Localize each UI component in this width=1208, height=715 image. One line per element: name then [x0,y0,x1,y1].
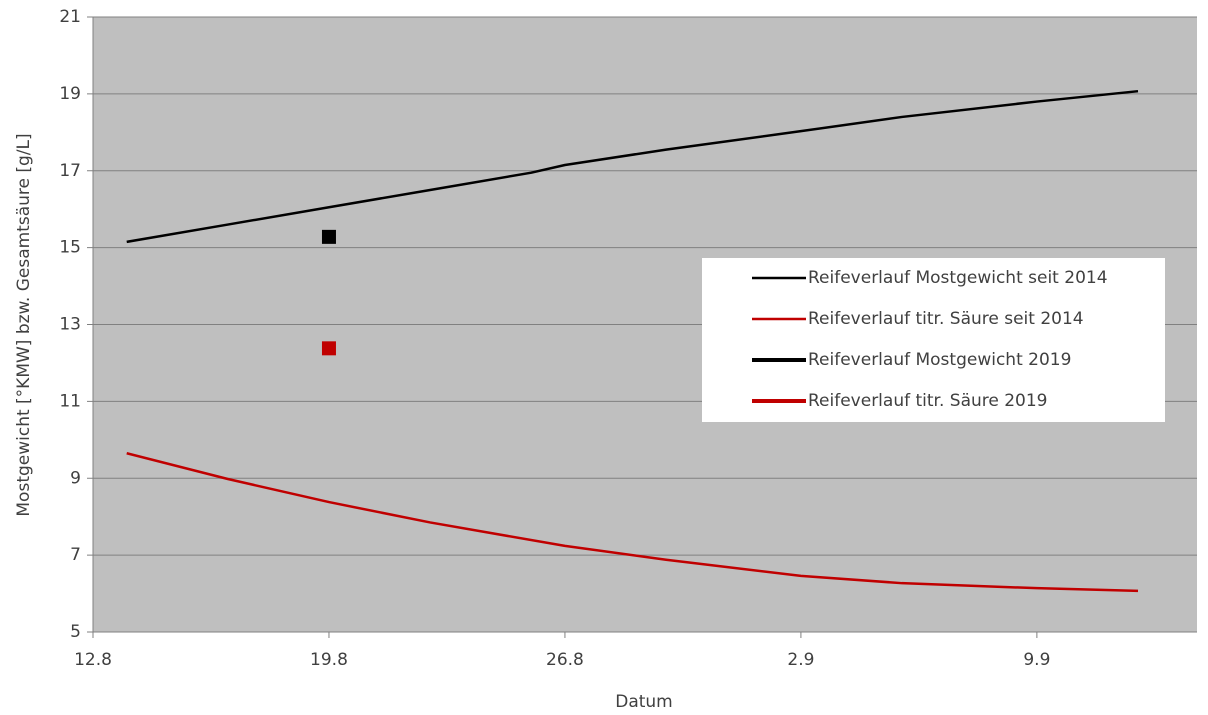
x-tick-label: 19.8 [310,650,348,670]
legend-label: Reifeverlauf Mostgewicht seit 2014 [808,268,1108,288]
y-tick-label: 15 [59,238,81,258]
y-tick-label: 21 [59,7,81,27]
marker [321,341,336,356]
x-axis-title: Datum [615,692,673,712]
y-tick-label: 13 [59,315,81,335]
y-tick-label: 9 [70,468,81,488]
y-tick-label: 17 [59,161,81,181]
series-line [126,89,1139,244]
series-line [126,452,1139,593]
y-tick-label: 19 [59,84,81,104]
x-tick-label: 12.8 [74,650,112,670]
y-tick-label: 11 [59,391,81,411]
y-tick-label: 7 [70,545,81,565]
legend-label: Reifeverlauf titr. Säure seit 2014 [808,309,1084,329]
y-axis-title: Mostgewicht [°KMW] bzw. Gesamtsäure [g/L… [14,133,34,516]
marker [321,229,336,244]
x-tick-label: 9.9 [1023,650,1050,670]
legend [702,258,1165,422]
legend-label: Reifeverlauf titr. Säure 2019 [808,391,1048,411]
x-tick-label: 2.9 [787,650,814,670]
legend-label: Reifeverlauf Mostgewicht 2019 [808,350,1071,370]
y-tick-label: 5 [70,622,81,642]
x-tick-label: 26.8 [546,650,584,670]
